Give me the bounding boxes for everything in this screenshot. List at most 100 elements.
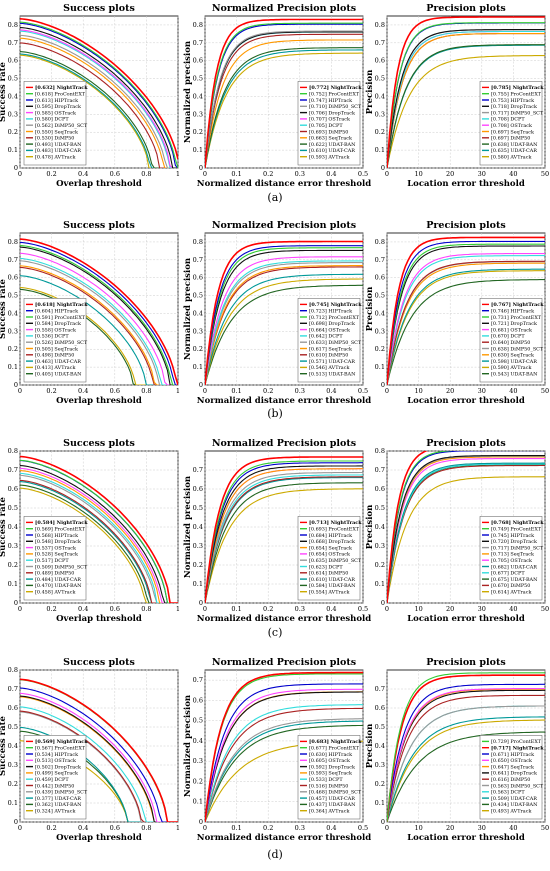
legend-entry-UDAT-CAR: [0.483] UDAT-CAR xyxy=(35,148,81,154)
legend-entry-OSTrack: [0.654] OSTrack xyxy=(309,552,350,558)
x-tick-label: 20 xyxy=(446,605,454,613)
series-line-NightTrack xyxy=(205,240,363,385)
series-group xyxy=(205,240,363,385)
series-line-DiMP50 xyxy=(20,42,178,168)
series-line-OSTrack xyxy=(387,253,545,385)
y-tick-label: 0.8 xyxy=(375,447,385,455)
series-line-DiMP50 xyxy=(205,33,363,168)
chart-b-1: Success plots 0 0.2 0.4 0.6 0.8 1 0 0.1 0.2 0.3 0.4… xyxy=(0,220,180,406)
y-tick-label: 0.2 xyxy=(8,345,18,353)
y-axis-label: Normalized precision xyxy=(183,476,193,578)
series-line-DCPT xyxy=(387,463,545,603)
legend-entry-DiMP50_SCT: [0.439] DiMP50_SCT xyxy=(35,790,88,796)
x-tick-label: 0 xyxy=(203,824,207,832)
series-line-ProContEXT xyxy=(205,22,363,168)
legend-entry-AVTrack: [0.593] AVTrack xyxy=(309,155,349,161)
x-tick-label: 0.8 xyxy=(141,387,151,395)
legend-entry-SeqTrack: [0.550] SeqTrack xyxy=(35,129,78,135)
series-line-AVTrack xyxy=(387,270,545,385)
x-axis-label: Overlap threshold xyxy=(56,833,142,843)
y-tick-label: 0.3 xyxy=(375,542,385,550)
series-line-ProContEXT xyxy=(20,459,178,603)
series-line-DCPT xyxy=(20,257,178,385)
y-axis-label: Precision xyxy=(365,505,375,550)
y-tick-label: 0.5 xyxy=(8,75,18,83)
legend-entry-AVTrack: [0.546] AVTrack xyxy=(309,365,349,371)
chart-title: Success plots xyxy=(63,220,135,231)
series-line-UDAT-CAR xyxy=(205,49,363,168)
series-line-OSTrack xyxy=(387,458,545,603)
series-line-SeqTrack xyxy=(205,265,363,385)
series-line-DropTrack xyxy=(387,29,545,168)
series-line-DiMP50 xyxy=(387,464,545,603)
legend-entry-OSTrack: [0.707] OSTrack xyxy=(309,117,350,123)
chart-b-3: Precision plots 0 10 20 30 40 50 0 0.1 0.2 0.3 0.4 0… xyxy=(365,220,549,406)
x-tick-label: 0.2 xyxy=(263,824,273,832)
y-tick-label: 0.4 xyxy=(8,92,18,100)
y-tick-label: 0.7 xyxy=(375,39,385,47)
y-tick-label: 0.6 xyxy=(193,696,203,704)
y-tick-label: 0 xyxy=(14,599,18,607)
x-tick-label: 0.8 xyxy=(141,170,151,178)
y-tick-label: 0.8 xyxy=(8,447,18,455)
legend-box xyxy=(479,735,543,820)
x-tick-label: 50 xyxy=(541,387,549,395)
legend-entry-UDAT-BAN: [0.675] UDAT-BAN xyxy=(491,577,538,583)
x-tick-label: 0.3 xyxy=(295,387,305,395)
x-tick-label: 0 xyxy=(18,170,22,178)
series-line-DiMP50 xyxy=(20,266,178,385)
series-line-OSTrack xyxy=(20,467,178,603)
y-tick-label: 0.1 xyxy=(8,580,18,588)
y-tick-label: 0.8 xyxy=(8,21,18,29)
legend-entry-DCPT: [0.533] DCPT xyxy=(309,777,343,783)
series-line-HIPTrack xyxy=(20,687,178,822)
y-tick-label: 0.4 xyxy=(193,309,203,317)
series-line-DiMP50 xyxy=(387,694,545,822)
x-axis-label: Normalized distance error threshold xyxy=(197,614,371,624)
x-tick-label: 40 xyxy=(509,824,517,832)
legend: [0.768] NightTrack[0.749] ProContEXT[0.7… xyxy=(479,516,544,601)
series-group xyxy=(205,671,363,822)
x-tick-label: 0 xyxy=(18,824,22,832)
series-group xyxy=(387,672,545,822)
legend-entry-DiMP50_SCT: [0.717] DiMP50_SCT xyxy=(491,110,544,116)
legend-entry-NightTrack: [0.768] NightTrack xyxy=(491,520,544,526)
legend-entry-DiMP50_SCT: [0.635] DiMP50_SCT xyxy=(309,558,362,564)
series-line-AVTrack xyxy=(20,286,178,385)
series-line-HIPTrack xyxy=(20,22,178,168)
legend-entry-SeqTrack: [0.647] SeqTrack xyxy=(491,764,534,770)
y-tick-label: 0.5 xyxy=(8,292,18,300)
series-line-ProContEXT xyxy=(387,22,545,168)
series-group xyxy=(20,455,178,603)
series-line-HIPTrack xyxy=(205,683,363,822)
series-line-UDAT-CAR xyxy=(20,481,178,603)
series-line-DiMP50 xyxy=(205,266,363,385)
series-line-OSTrack xyxy=(20,692,178,822)
series-line-AVTrack xyxy=(205,278,363,385)
y-tick-label: 0.7 xyxy=(8,39,18,47)
legend-entry-DropTrack: [0.502] DropTrack xyxy=(35,764,81,770)
chart-title: Normalized Precision plots xyxy=(212,220,356,231)
legend-entry-DiMP50_SCT: [0.638] DiMP50_SCT xyxy=(491,346,544,352)
chart-title: Precision plots xyxy=(426,3,505,14)
series-line-AVTrack xyxy=(387,476,545,603)
legend-entry-DiMP50_SCT: [0.509] DiMP50_SCT xyxy=(35,564,88,570)
y-tick-label: 0.3 xyxy=(375,110,385,118)
series-line-DiMP50 xyxy=(20,710,178,822)
y-tick-label: 0.2 xyxy=(193,777,203,785)
legend-entry-UDAT-BAN: [0.437] UDAT-BAN xyxy=(309,802,356,808)
legend-entry-NightTrack: [0.632] NightTrack xyxy=(35,85,88,91)
legend-entry-DropTrack: [0.720] DropTrack xyxy=(491,539,537,545)
x-axis-label: Normalized distance error threshold xyxy=(197,179,371,189)
x-tick-label: 50 xyxy=(541,170,549,178)
series-line-DCPT xyxy=(20,30,178,168)
y-tick-label: 0.3 xyxy=(193,110,203,118)
y-tick-label: 0.6 xyxy=(8,485,18,493)
x-tick-label: 0.5 xyxy=(358,605,368,613)
legend-entry-UDAT-CAR: [0.571] UDAT-CAR xyxy=(309,359,355,365)
legend-entry-UDAT-BAN: [0.513] UDAT-BAN xyxy=(309,372,356,378)
legend-entry-NightTrack: [0.584] NightTrack xyxy=(35,520,88,526)
legend-entry-UDAT-BAN: [0.470] UDAT-BAN xyxy=(35,583,82,589)
series-line-DCPT xyxy=(387,30,545,168)
